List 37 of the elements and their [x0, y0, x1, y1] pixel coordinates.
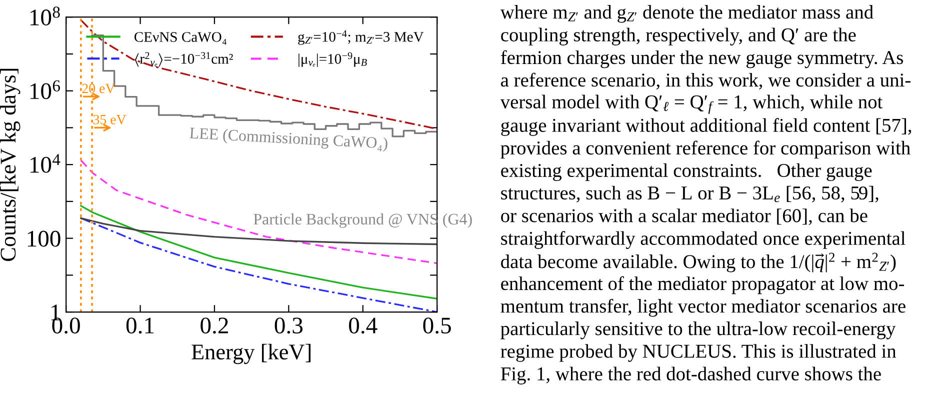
- legend-label: |μ$_{νₑ}$|=10$^{−9}$μ$_{B}$: [298, 52, 367, 67]
- line-series: [80, 204, 438, 300]
- text: coupling strength, respectively, and Q′ are the: [501, 28, 856, 46]
- y-axis-title: Counts/[keV kg days]: [0, 68, 20, 261]
- text: structures, such as B − L or B − 3L$_{e}$ [56, 58, 59],: [501, 186, 878, 202]
- text: or scenarios with a scalar mediator [60], can be: [501, 208, 868, 226]
- y-tick-label: 10$^{6}$: [30, 80, 60, 100]
- legend-label: ⟨r$^{2}$$_{νₑ}$⟩=−10$^{−31}$cm²: [135, 52, 233, 67]
- x-tick-label: 0.5: [423, 318, 451, 334]
- y-tick-label: 10$^{4}$: [30, 154, 60, 173]
- text: existing experimental constraints. Other gauge: [501, 163, 872, 182]
- x-axis-title: Energy [keV]: [192, 344, 311, 364]
- text: mentum transfer, light vector mediator scenarios are: [500, 298, 906, 317]
- ref-line-label: 20 eV: [82, 84, 116, 94]
- text: where m$_{Z′}$ and g$_{Z′}$ denote the mediator mass and: [500, 5, 874, 23]
- legend-label: g$_{Z′}$=10$^{−4}$; m$_{Z′}$=3 MeV: [298, 30, 424, 45]
- text: regime probed by NUCLEUS. This is illustrated in: [500, 344, 896, 362]
- y-tick-label: 100: [28, 230, 60, 247]
- text: data become available. Owing to the 1/(|q⃗|$^{2}$ + m$^{2}$$_{Z′}$): [501, 252, 896, 272]
- x-tick-label: 0.1: [126, 318, 154, 334]
- x-tick-label: 0.4: [349, 318, 378, 334]
- annotation: LEE (Commissioning CaWO₄): [189, 127, 388, 152]
- caption: Fig. 1, where the red dot-dashed curve shows the: [500, 366, 881, 384]
- ref-line-label: 35 eV: [93, 114, 126, 124]
- text: straightforwardly accommodated once experimental: [501, 231, 906, 249]
- text: particularly sensitive to the ultra-low recoil-energy: [500, 322, 896, 340]
- line-series: [80, 160, 438, 264]
- legend-label: CEνNS CaWO₄: [134, 32, 226, 45]
- text: fermion charges under the new gauge symmetry. As: [500, 50, 903, 68]
- text: enhancement of the mediator propagator at low mo-: [501, 276, 904, 294]
- text: versal model with Q′$_{ℓ}$ = Q′$_{f}$ = 1, which, while not: [500, 94, 883, 114]
- text: gauge invariant without additional field content [57],: [501, 118, 912, 136]
- text: a reference scenario, in this work, we consider a uni-: [501, 72, 910, 90]
- y-tick-label: 10$^{8}$: [30, 6, 60, 26]
- text: provides a convenient reference for comparison with: [500, 140, 910, 159]
- x-tick-label: 0.2: [200, 318, 228, 334]
- x-tick-label: 0.3: [274, 318, 303, 334]
